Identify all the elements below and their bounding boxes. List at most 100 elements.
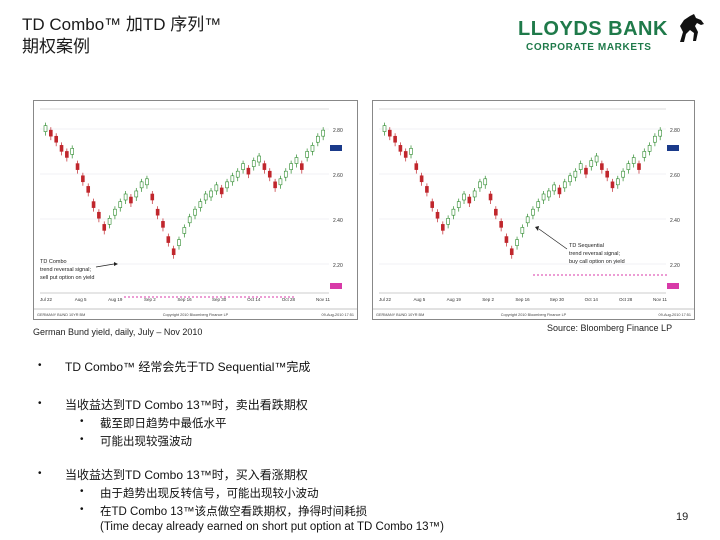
candle-body — [139, 181, 144, 189]
candle-body — [54, 135, 58, 143]
candle-body — [525, 216, 530, 224]
candle-body — [102, 224, 107, 231]
candle-body — [547, 190, 551, 198]
candle-body — [557, 187, 562, 195]
annotation-arrow — [538, 228, 568, 250]
chart-annotation-line: TD Sequential — [569, 243, 604, 249]
candle-body — [316, 135, 320, 143]
candle-body — [294, 157, 299, 164]
chart-footer-mid: Copyright 2010 Bloomberg Finance LP — [501, 313, 567, 317]
bullet-dot: • — [38, 398, 42, 409]
candle-body — [388, 129, 392, 137]
candle-body — [177, 239, 181, 246]
candle-body — [414, 163, 419, 170]
chart-annotation-line: TD Combo — [40, 259, 67, 265]
bullet-3-sub-3: (Time decay already earned on short put … — [100, 521, 444, 533]
candle-body — [214, 184, 219, 192]
candle-body — [267, 170, 272, 178]
candle-body — [536, 201, 541, 208]
x-tick-label: Jul 22 — [379, 297, 392, 302]
annotation-arrowhead — [114, 262, 118, 266]
candle-body — [647, 145, 652, 152]
candle-body — [310, 145, 315, 152]
x-tick-label: Sep 30 — [550, 297, 565, 302]
candle-body — [441, 224, 445, 231]
x-tick-label: Oct 14 — [247, 297, 261, 302]
x-tick-label: Nov 11 — [653, 297, 667, 302]
candle-body — [283, 170, 288, 178]
candle-body — [246, 167, 251, 175]
x-tick-label: Aug 19 — [108, 297, 123, 302]
candle-body — [150, 193, 155, 201]
bullet-dot: • — [38, 468, 42, 479]
candle-body — [605, 170, 609, 178]
x-tick-label: Oct 28 — [282, 297, 296, 302]
candle-body — [321, 129, 325, 137]
candle-body — [509, 248, 514, 256]
candle-body — [568, 175, 572, 183]
signal-marker — [330, 283, 342, 289]
chart-footer-right: 09-Aug-2010 17:51 — [321, 313, 354, 317]
candle-body — [382, 125, 387, 132]
chart-footer-left: GERMANY BUND 10YR BM — [37, 313, 85, 317]
candle-body — [573, 170, 578, 178]
candle-body — [467, 196, 472, 204]
x-tick-label: Sep 30 — [212, 297, 227, 302]
candle-body — [300, 163, 304, 170]
chart-footer-mid: Copyright 2010 Bloomberg Finance LP — [163, 313, 229, 317]
candle-body — [631, 157, 636, 164]
x-tick-label: Sep 2 — [144, 297, 156, 302]
page-number: 19 — [676, 511, 689, 523]
sub-bullet-dot: • — [80, 504, 84, 515]
bullet-2-sub-1: 截至即日趋势中最低水平 — [100, 418, 227, 430]
x-tick-label: Sep 16 — [515, 297, 530, 302]
candle-body — [235, 170, 240, 178]
candle-body — [118, 201, 123, 208]
candle-body — [621, 170, 625, 178]
candle-body — [419, 175, 424, 183]
candle-body — [203, 193, 208, 201]
candle-body — [541, 193, 546, 201]
candle-body — [257, 155, 261, 163]
x-tick-label: Aug 5 — [75, 297, 87, 302]
x-tick-label: Jul 22 — [40, 297, 53, 302]
x-tick-label: Aug 19 — [447, 297, 462, 302]
candle-body — [589, 160, 594, 167]
y-tick-label: 2.80 — [333, 128, 343, 134]
candle-body — [65, 151, 69, 158]
candle-body — [113, 208, 117, 216]
chart-caption-left: German Bund yield, daily, July – Nov 201… — [33, 327, 203, 337]
candle-body — [483, 178, 488, 186]
annotation-arrowhead — [535, 226, 539, 231]
x-tick-label: Oct 28 — [619, 297, 633, 302]
x-tick-label: Sep 2 — [482, 297, 494, 302]
candle-body — [230, 175, 235, 183]
annotation-arrow — [95, 263, 115, 268]
chart-caption-right: Source: Bloomberg Finance LP — [547, 323, 673, 333]
candle-body — [494, 208, 498, 216]
candle-body — [499, 221, 503, 228]
y-tick-label: 2.40 — [333, 218, 343, 224]
slide-title: TD Combo™ 加TD 序列™ 期权案例 — [22, 14, 221, 58]
candle-body — [59, 145, 64, 152]
candle-body — [425, 186, 429, 193]
candle-body — [637, 163, 641, 170]
candle-body — [305, 151, 309, 158]
candle-body — [594, 155, 599, 163]
candle-body — [43, 125, 48, 132]
x-tick-label: Aug 5 — [413, 297, 425, 302]
candle-body — [97, 211, 101, 219]
slide-title-line1: TD Combo™ 加TD 序列™ — [22, 15, 222, 34]
y-tick-label: 2.60 — [333, 173, 343, 179]
x-tick-label: Nov 11 — [316, 297, 330, 302]
candle-body — [251, 160, 256, 167]
chart-right: 2.80 2.60 2.40 2.20 Jul 22 Aug 5 Aug 19 Sep 2 Se… — [372, 100, 695, 320]
candle-body — [520, 227, 525, 234]
candle-body — [241, 163, 245, 170]
candle-body — [472, 190, 477, 198]
chart-right-svg: 2.80 2.60 2.40 2.20 Jul 22 Aug 5 Aug 19 Sep 2 Se… — [373, 101, 694, 319]
y-tick-label: 2.60 — [670, 173, 680, 179]
lloyds-logo: LLOYDS BANK CORPORATE MARKETS — [518, 14, 708, 58]
candle-body — [166, 236, 171, 243]
candle-body — [578, 163, 583, 170]
